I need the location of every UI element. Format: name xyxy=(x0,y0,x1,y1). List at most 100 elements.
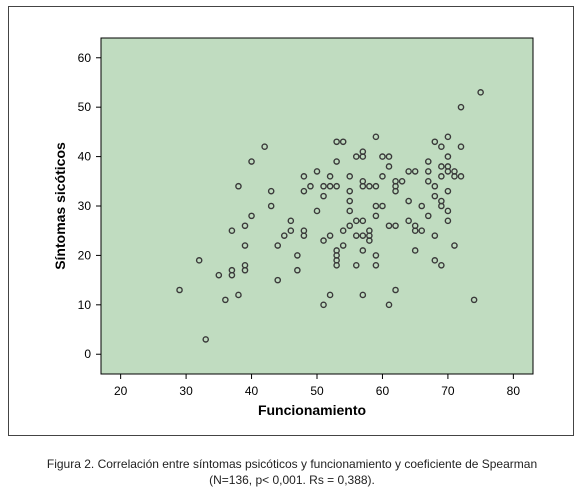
data-point xyxy=(398,177,406,185)
y-tick-label: 20 xyxy=(78,248,92,262)
data-points xyxy=(176,89,484,343)
data-point xyxy=(438,163,445,170)
data-point xyxy=(438,197,445,205)
data-point xyxy=(431,192,439,200)
data-point xyxy=(438,261,445,269)
data-point xyxy=(424,168,432,175)
data-point xyxy=(392,177,399,185)
data-point xyxy=(287,227,295,235)
y-tick-label: 0 xyxy=(84,347,91,361)
data-point xyxy=(346,197,354,205)
data-point xyxy=(457,173,465,180)
data-point xyxy=(359,217,367,225)
data-point xyxy=(241,261,249,269)
y-tick-label: 40 xyxy=(78,150,92,164)
data-point xyxy=(287,217,295,225)
data-point xyxy=(405,168,412,175)
x-tick-label: 80 xyxy=(507,384,521,398)
x-tick-label: 70 xyxy=(441,384,455,398)
data-point xyxy=(385,301,393,309)
data-point xyxy=(195,257,203,264)
data-point xyxy=(267,202,275,210)
data-point xyxy=(222,296,229,304)
y-tick-label: 10 xyxy=(78,298,92,312)
data-point xyxy=(346,207,354,215)
data-point xyxy=(392,222,399,230)
data-point xyxy=(326,291,334,299)
data-point xyxy=(333,138,340,146)
data-point xyxy=(300,187,308,195)
data-point xyxy=(457,143,465,151)
data-point xyxy=(431,182,439,190)
data-point xyxy=(431,232,439,239)
data-point xyxy=(405,197,412,205)
data-point xyxy=(313,168,321,175)
x-tick-label: 50 xyxy=(310,384,324,398)
x-tick-label: 60 xyxy=(376,384,390,398)
data-point xyxy=(372,202,380,210)
data-point xyxy=(359,247,367,254)
data-point xyxy=(438,143,445,151)
figure-frame: 20 30 40 50 60 70 80 0 10 20 30 40 50 60 Funcionamien… xyxy=(8,6,574,436)
data-point xyxy=(359,177,367,185)
caption-line-2: (N=136, p< 0,001. Rs = 0,388). xyxy=(209,473,375,487)
plot-area xyxy=(100,37,534,375)
data-point xyxy=(248,158,255,165)
data-point xyxy=(333,182,340,190)
data-point xyxy=(438,173,445,180)
data-point xyxy=(339,138,347,146)
data-point xyxy=(411,168,419,175)
data-point xyxy=(352,261,360,269)
data-point xyxy=(235,291,242,299)
data-point xyxy=(424,177,432,185)
data-point xyxy=(352,232,360,239)
data-point xyxy=(313,207,321,215)
data-point xyxy=(444,187,452,195)
y-axis-title: Síntomas sicóticos xyxy=(52,142,68,270)
data-point xyxy=(418,202,426,210)
data-point xyxy=(385,222,393,230)
data-point xyxy=(320,192,327,200)
data-point xyxy=(215,271,223,279)
x-tick-label: 30 xyxy=(179,384,193,398)
data-point xyxy=(366,182,373,190)
data-point xyxy=(444,217,452,225)
data-point xyxy=(326,182,334,190)
y-tick-label: 50 xyxy=(78,100,92,114)
data-point xyxy=(444,153,452,160)
data-point xyxy=(424,158,432,165)
data-point xyxy=(444,207,452,215)
x-axis-title: Funcionamiento xyxy=(258,402,366,418)
data-point xyxy=(274,242,282,249)
data-point xyxy=(320,237,327,244)
data-point xyxy=(418,227,426,235)
x-tick-label: 20 xyxy=(114,384,128,398)
data-point xyxy=(241,222,249,230)
data-point xyxy=(307,182,314,190)
data-point xyxy=(228,266,236,274)
data-point xyxy=(352,217,360,225)
data-point xyxy=(366,227,373,235)
data-point xyxy=(320,182,327,190)
data-point xyxy=(333,247,340,254)
data-point xyxy=(392,286,399,294)
data-point xyxy=(444,133,452,141)
data-point xyxy=(372,133,380,141)
data-point xyxy=(294,252,301,259)
figure-caption: Figura 2. Correlación entre síntomas psi… xyxy=(0,456,584,488)
data-point xyxy=(405,217,412,225)
data-point xyxy=(372,212,380,220)
data-point xyxy=(424,212,432,220)
data-point xyxy=(274,276,282,284)
data-point xyxy=(202,336,210,343)
x-tick-label: 40 xyxy=(245,384,259,398)
data-point xyxy=(372,252,380,259)
data-point xyxy=(411,222,419,230)
data-point xyxy=(385,163,393,170)
data-point xyxy=(372,182,380,190)
y-tick-label: 30 xyxy=(78,199,92,213)
data-point xyxy=(411,247,419,254)
data-point xyxy=(267,187,275,195)
data-point xyxy=(372,261,380,269)
data-point xyxy=(339,227,347,235)
